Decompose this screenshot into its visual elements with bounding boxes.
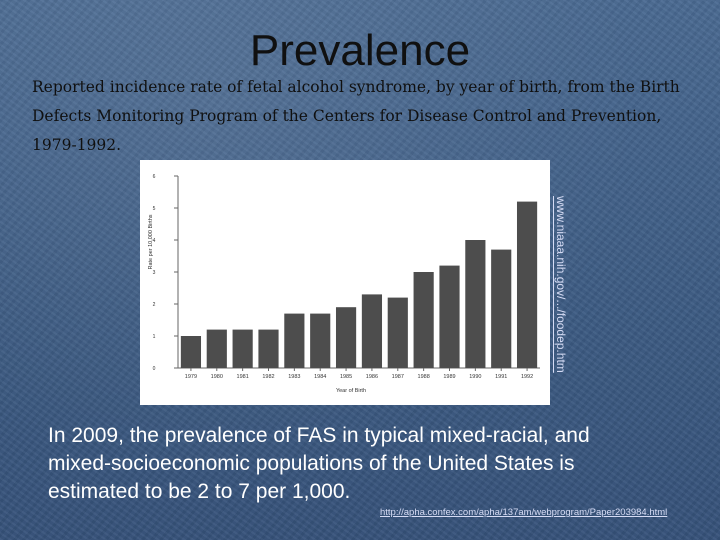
x-tick-label: 1986 <box>366 374 378 380</box>
source-link[interactable]: http://apha.confex.com/apha/137am/webpro… <box>380 507 668 518</box>
bar-1979 <box>180 336 202 368</box>
x-tick-label: 1985 <box>340 374 352 380</box>
y-tick-label: 4 <box>153 238 156 244</box>
y-axis-title: Rate per 10,000 Births <box>148 214 154 269</box>
x-tick-label: 1990 <box>469 374 481 380</box>
x-axis-title: Year of Birth <box>336 388 366 394</box>
y-tick-label: 3 <box>153 270 156 276</box>
chart-panel: 0 1 2 3 4 5 6 1979 1980 1981 1982 1983 1984 1985 1986 1… <box>140 160 550 405</box>
x-tick-label: 1988 <box>418 374 430 380</box>
y-tick-label: 1 <box>153 334 156 340</box>
bar-1983 <box>284 313 305 368</box>
x-tick-label: 1992 <box>521 374 533 380</box>
bar-1987 <box>387 297 408 368</box>
y-tick-label: 6 <box>153 174 156 180</box>
x-tick-label: 1987 <box>392 374 404 380</box>
y-tick-label: 5 <box>153 206 156 212</box>
bar-1986 <box>361 294 383 368</box>
x-tick-label: 1983 <box>288 374 300 380</box>
bar-1982 <box>258 329 279 368</box>
y-tick-label: 2 <box>153 302 156 308</box>
slide-title: Prevalence <box>249 26 471 75</box>
x-tick-label: 1979 <box>185 374 197 380</box>
prevalence-statement: In 2009, the prevalence of FAS in typica… <box>48 424 590 503</box>
bar-1991 <box>491 249 512 368</box>
x-tick-label: 1981 <box>237 374 249 380</box>
bar-1981 <box>232 329 253 368</box>
bar-1990 <box>465 240 486 368</box>
x-tick-label: 1989 <box>443 374 455 380</box>
bar-1989 <box>439 265 460 368</box>
x-tick-label: 1991 <box>495 374 507 380</box>
bar-chart: 0 1 2 3 4 5 6 1979 1980 1981 1982 1983 1984 1985 1986 1… <box>148 174 540 394</box>
x-tick-label: 1980 <box>211 374 223 380</box>
bar-1985 <box>335 307 357 368</box>
bar-1980 <box>206 329 227 368</box>
slide-subtitle: Reported incidence rate of fetal alcohol… <box>32 78 680 154</box>
x-tick-label: 1984 <box>314 374 326 380</box>
bar-1984 <box>310 313 331 368</box>
x-tick-label: 1982 <box>262 374 274 380</box>
bar-1992 <box>516 201 538 368</box>
niaaa-link[interactable]: www.niaaa.nih.gov/.../foodep.htm <box>554 196 568 373</box>
y-tick-label: 0 <box>153 366 156 372</box>
bar-1988 <box>413 272 434 368</box>
